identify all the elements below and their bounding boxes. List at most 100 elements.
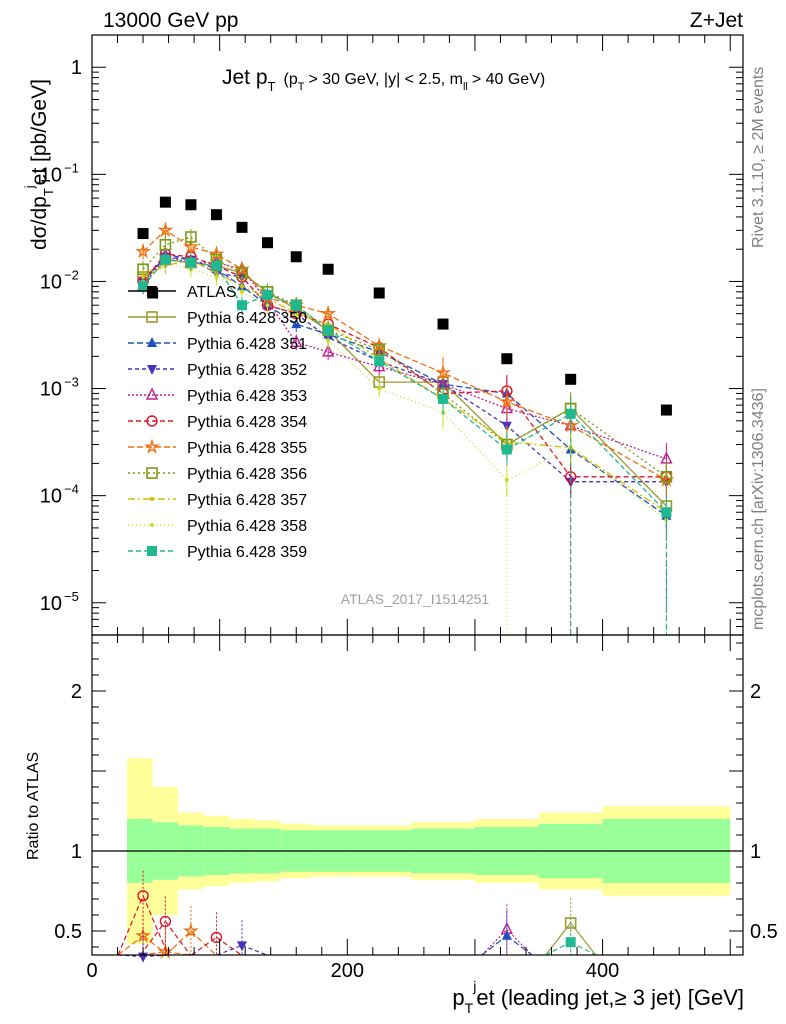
series-point: [326, 338, 331, 343]
series-point: [265, 303, 270, 308]
ratio-point: [501, 929, 512, 940]
atlas-point: [262, 237, 274, 249]
series-point: [135, 243, 152, 259]
series-point: [236, 300, 247, 311]
series-point: [435, 364, 451, 380]
series-point: [320, 305, 337, 321]
y-tick-label: 10: [40, 164, 62, 186]
ratio-point: [135, 927, 152, 943]
legend-marker: [147, 365, 157, 375]
atlas-point: [290, 251, 302, 263]
atlas-point: [137, 228, 149, 240]
series-point: [214, 275, 219, 280]
atlas-point: [437, 318, 449, 330]
ratio-line: [216, 936, 242, 956]
lower-frame: [91, 634, 744, 956]
series-point: [501, 444, 512, 455]
y-tick-exponent: −5: [64, 589, 79, 604]
y-tick-exponent: −3: [64, 375, 79, 390]
y-tick-label: 10: [40, 379, 62, 401]
series-point: [159, 238, 172, 251]
ratio-y-tick-label: 1: [71, 841, 82, 863]
legend-marker: [150, 523, 154, 527]
ratio-line: [190, 930, 217, 956]
header-process-label: Z+Jet: [690, 9, 743, 32]
legend-label: Pythia 6.428 359: [187, 544, 307, 561]
legend-marker: [147, 286, 157, 296]
series-point: [138, 281, 149, 292]
ratio-line: [164, 921, 191, 956]
y-tick-label: 10: [40, 271, 62, 293]
legend-marker: [144, 438, 160, 454]
ratio-line: [481, 935, 508, 956]
series-point: [239, 289, 244, 294]
series-point: [374, 356, 385, 367]
plot-title: Jet pT (pT > 30 GeV, |y| < 2.5, mll > 40 Ge…: [222, 66, 545, 94]
legend-marker: [150, 497, 154, 501]
legend-marker: [145, 387, 159, 400]
legend-label: Pythia 6.428 353: [187, 388, 307, 405]
legend-label: ATLAS: [187, 284, 237, 301]
ratio-point: [236, 941, 247, 952]
series-point: [236, 267, 248, 279]
ratio-line: [142, 935, 169, 956]
x-tick-label: 0: [86, 960, 97, 982]
legend-label: Pythia 6.428 350: [187, 310, 307, 327]
ratio-point: [182, 922, 199, 938]
legend-label: Pythia 6.428 356: [187, 466, 307, 483]
legend-marker: [147, 337, 157, 347]
ratio-y-axis-label: Ratio to ATLAS: [25, 752, 42, 860]
series-point: [660, 470, 673, 483]
ratio-line: [142, 895, 169, 956]
atlas-point: [565, 373, 577, 385]
series-point: [185, 257, 196, 268]
y-tick-exponent: −2: [64, 267, 79, 282]
legend-label: Pythia 6.428 351: [187, 336, 307, 353]
atlas-point: [660, 404, 672, 416]
ratio-y-tick-label: 0.5: [54, 921, 82, 943]
ratio-line: [545, 941, 571, 956]
y-tick-exponent: −4: [64, 482, 79, 497]
legend-label: Pythia 6.428 357: [187, 492, 307, 509]
y-tick-label: 10: [40, 593, 62, 615]
series-point: [322, 344, 335, 357]
series-point: [290, 334, 303, 348]
ratio-point: [565, 937, 576, 948]
y-tick-label: 10: [40, 486, 62, 508]
ratio-y-tick-label-right: 2: [750, 681, 761, 703]
x-tick-label: 200: [331, 960, 364, 982]
mcplots-label: mcplots.cern.ch [arXiv:1306.3436]: [750, 388, 767, 630]
legend-marker: [146, 311, 158, 323]
series-point: [438, 393, 449, 404]
legend-label: Pythia 6.428 358: [187, 518, 307, 535]
series-point: [182, 238, 199, 254]
legend-label: Pythia 6.428 355: [187, 440, 307, 457]
upper-panel: ATLAS Pythia 6.428 350 Pythia 6.428 351 Pyt…: [40, 34, 744, 636]
rivet-version-label: Rivet 3.1.10, ≥ 2M events: [750, 67, 767, 248]
legend-label: Pythia 6.428 354: [187, 414, 307, 431]
series-point: [262, 289, 273, 300]
atlas-point: [185, 199, 197, 211]
ratio-y-tick-label-right: 1: [750, 841, 761, 863]
series-point: [291, 300, 302, 311]
x-axis-label: pTjet (leading jet,≥ 3 jet) [GeV]: [452, 978, 744, 1016]
legend-marker: [146, 467, 158, 479]
y-tick-exponent: −1: [64, 160, 79, 175]
series-point: [377, 386, 382, 391]
ratio-panel: 0 200 400 0.5 0.5 1 1 2 2: [54, 634, 778, 982]
atlas-point: [501, 353, 513, 365]
legend-marker: [146, 415, 158, 427]
ratio-y-tick-label: 2: [71, 681, 82, 703]
atlas-point: [322, 263, 334, 275]
series-point: [294, 313, 299, 318]
ratio-line: [117, 895, 144, 956]
atlas-point: [159, 196, 171, 208]
analysis-watermark: ATLAS_2017_I1514251: [341, 591, 490, 607]
ratio-line: [165, 930, 192, 956]
y-tick-label: 1: [71, 57, 82, 79]
ratio-y-tick-label-right: 0.5: [750, 921, 778, 943]
atlas-point: [373, 287, 385, 299]
ratio-line: [241, 944, 268, 956]
